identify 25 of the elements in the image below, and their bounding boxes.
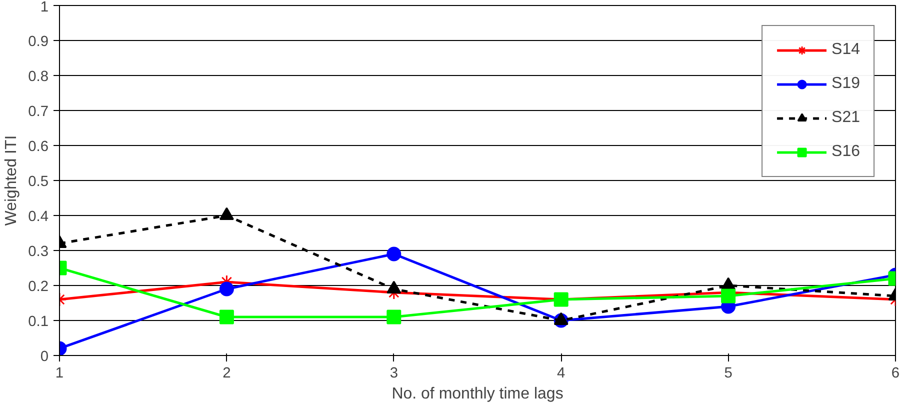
legend-label: S16 [832,143,860,161]
y-tick-label: 0.4 [28,209,48,225]
legend-label: S14 [832,41,860,59]
y-tick-label: 0.9 [28,34,48,50]
y-tick-label: 0 [40,349,49,365]
x-tick-label: 1 [55,366,64,382]
x-tick-label: 4 [557,366,566,382]
legend-label: S21 [832,109,860,127]
y-tick-label: 0.3 [28,244,48,260]
y-tick-label: 0.7 [28,104,48,120]
x-axis-title: No. of monthly time lags [392,386,564,402]
y-tick-label: 1 [40,0,49,16]
point [386,310,402,324]
x-tick-label: 5 [724,366,732,382]
legend-label: S19 [832,75,860,93]
y-tick-label: 0.1 [28,314,48,330]
point [386,246,402,262]
y-tick-label: 0.6 [28,139,48,155]
y-tick-label: 0.5 [28,174,48,190]
y-axis-title: Weighted ITI [3,135,20,226]
x-tick-label: 3 [390,366,398,382]
x-tick-label: 6 [891,366,900,382]
x-tick-label: 2 [222,366,231,382]
y-tick-label: 0.2 [28,279,48,295]
y-tick-label: 0.8 [28,69,48,85]
